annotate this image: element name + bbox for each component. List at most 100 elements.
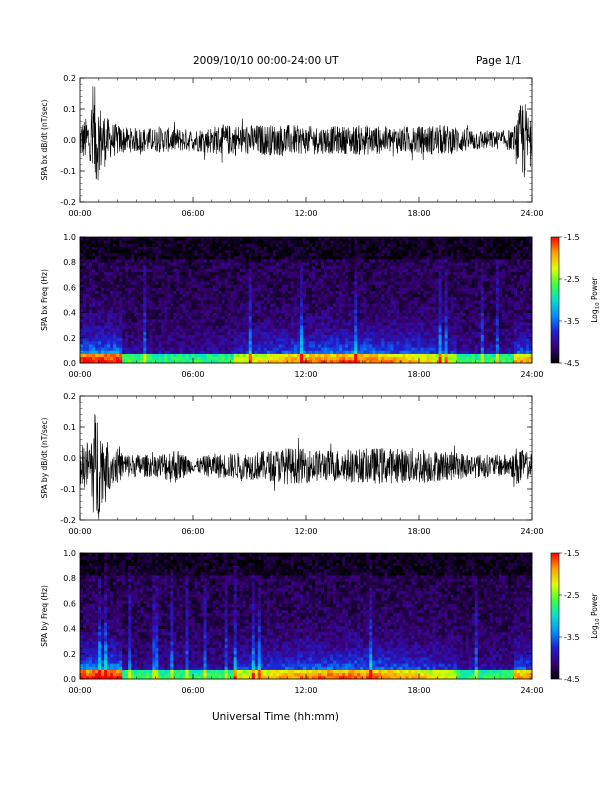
spectrogram-cell [293,252,298,257]
spectrogram-cell [423,312,427,317]
spectrogram-cell [137,240,141,244]
spectrogram-cell [245,353,250,358]
spectrogram-cell [438,262,442,266]
spectrogram-cell [191,255,195,260]
spectrogram-cell [299,284,304,288]
spectrogram-cell [278,340,283,345]
spectrogram-cell [158,252,162,257]
spectrogram-cell [116,277,120,282]
spectrogram-cell [203,287,207,291]
spectrogram-cell [269,240,274,244]
spectrogram-cell [116,300,120,304]
spectrogram-cell [306,347,310,351]
spectrogram-cell [116,262,120,266]
spectrogram-cell [104,306,108,310]
spectrogram-cell [194,303,198,307]
spectrogram-cell [218,296,223,301]
spectrogram-cell [275,322,280,326]
spectrogram-cell [375,337,379,342]
spectrogram-cell [182,290,186,295]
spectrogram-cell [438,240,442,244]
spectrogram-cell [224,331,229,336]
spectrogram-cell [125,331,129,336]
spectrogram-cell [414,252,418,257]
spectrogram-cell [86,265,90,269]
spectrogram-cell [113,306,117,310]
spectrogram-cell [435,240,439,244]
spectrogram-cell [197,344,201,348]
spectrogram-cell [95,243,99,247]
spectrogram-cell [321,284,325,288]
spectrogram-cell [98,268,102,273]
spectrogram-cell [411,347,415,351]
spectrogram-cell [143,290,147,295]
spectrogram-cell [257,293,262,298]
spectrogram-cell [197,284,201,288]
spectrogram-cell [324,274,328,279]
spectrogram-cell [287,268,292,273]
spectrogram-cell [290,265,295,269]
spectrogram-cell [366,340,370,345]
spectrogram-cell [224,315,229,320]
spectrogram-cell [191,337,195,342]
spectrogram-cell [299,315,304,320]
spectrogram-cell [227,318,232,323]
spectrogram-cell [149,265,153,269]
spectrogram-cell [342,312,346,317]
spectrogram-cell [420,268,424,273]
spectrogram-cell [239,318,244,323]
spectrogram-cell [426,309,430,313]
spectrogram-cell [167,293,171,298]
spectrogram-cell [83,284,87,288]
spectrogram-cell [233,312,238,317]
spectrogram-cell [417,243,421,247]
spectrogram-cell [155,262,159,266]
spectrogram-cell [284,277,289,282]
spectrogram-cell [239,331,244,336]
spectrogram-cell [275,274,280,279]
spectrogram-cell [260,331,265,336]
spectrogram-cell [363,287,367,291]
spectrogram-cell [122,353,126,358]
spectrogram-cell [131,287,135,291]
spectrogram-cell [275,271,280,276]
spectrogram-cell [272,274,277,279]
spectrogram-cell [86,347,90,351]
spectrogram-cell [315,252,319,257]
spectrogram-cell [110,237,114,241]
spectrogram-cell [185,265,189,269]
spectrogram-cell [438,237,442,241]
spectrogram-cell [266,350,271,354]
spectrogram-cell [173,318,177,323]
spectrogram-cell [146,293,150,298]
spectrogram-cell [429,237,433,241]
spectrogram-cell [435,287,439,291]
spectrogram-cell [263,293,268,298]
spectrogram-cell [119,353,123,358]
spectrogram-cell [218,315,223,320]
spectrogram-cell [266,268,271,273]
spectrogram-cell [444,315,449,320]
spectrogram-cell [336,328,340,332]
spectrogram-cell [143,265,147,269]
spectrogram-cell [441,315,446,320]
spectrogram-cell [306,322,310,326]
spectrogram-cell [324,306,328,310]
spectrogram-cell [173,268,177,273]
spectrogram-cell [405,315,409,320]
spectrogram-cell [423,359,427,364]
spectrogram-cell [86,277,90,282]
spectrogram-cell [366,287,370,291]
spectrogram-cell [188,265,192,269]
spectrogram-cell [339,271,343,276]
spectrogram-cell [200,265,204,269]
spectrogram-cell [375,281,379,285]
spectrogram-cell [107,293,111,298]
spectrogram-cell [420,255,424,260]
spectrogram-cell [197,296,201,301]
spectrogram-cell [254,268,259,273]
spectrogram-cell [375,293,379,298]
spectrogram-cell [86,240,90,244]
spectrogram-cell [327,255,331,260]
spectrogram-cell [444,290,449,295]
